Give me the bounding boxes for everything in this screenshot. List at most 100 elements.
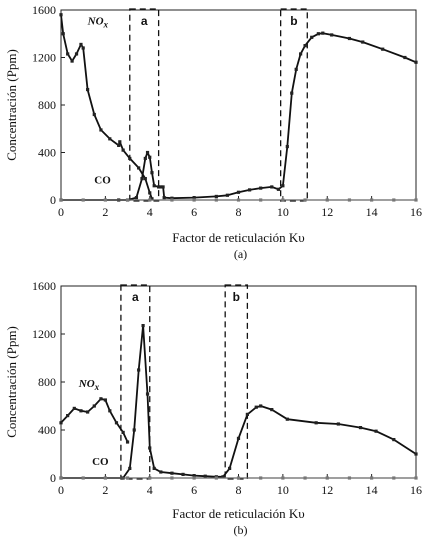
data-point <box>259 404 263 408</box>
data-point <box>370 476 374 480</box>
data-point <box>403 55 407 60</box>
region-label-b: b <box>233 290 240 304</box>
x-axis-label: Factor de reticulación Kυ <box>172 506 304 521</box>
data-point <box>414 60 418 64</box>
data-point <box>59 476 63 480</box>
data-point <box>132 428 136 432</box>
x-tick-label: 2 <box>102 483 108 497</box>
data-point <box>61 32 65 36</box>
data-point <box>59 421 63 425</box>
region-label-b: b <box>290 14 297 28</box>
data-point <box>192 196 196 200</box>
data-point <box>99 397 103 401</box>
data-point <box>259 198 263 202</box>
data-point <box>99 128 103 132</box>
x-tick-label: 4 <box>147 483 153 497</box>
data-point <box>347 476 352 480</box>
x-tick-label: 2 <box>102 205 108 219</box>
data-point <box>59 198 63 202</box>
data-point <box>121 148 125 152</box>
y-tick-label: 0 <box>50 471 56 485</box>
panel-caption: (b) <box>234 523 248 537</box>
annotation-subscript: x <box>103 19 109 29</box>
data-point <box>303 476 307 480</box>
data-point <box>81 46 85 50</box>
data-point <box>316 32 320 36</box>
region-box-a <box>120 284 151 480</box>
data-point <box>150 197 154 201</box>
data-point <box>321 31 325 35</box>
data-point <box>285 417 289 421</box>
data-point <box>150 171 154 175</box>
data-point <box>392 476 396 480</box>
x-tick-label: 0 <box>58 483 64 497</box>
data-point <box>86 410 90 414</box>
data-point <box>254 405 258 409</box>
data-point <box>143 156 147 161</box>
data-point <box>128 466 132 470</box>
data-point <box>81 198 85 202</box>
data-point <box>152 184 156 188</box>
data-point <box>281 476 285 480</box>
data-point <box>148 476 152 480</box>
data-point <box>114 421 119 425</box>
x-tick-label: 16 <box>410 205 422 219</box>
data-point <box>236 476 241 480</box>
plot-frame <box>60 9 417 201</box>
data-point <box>314 421 318 425</box>
data-point <box>325 476 329 480</box>
x-tick-label: 10 <box>277 483 289 497</box>
data-point <box>117 143 121 147</box>
chart-panel-a: 0 400 800 1200 1600 0 2 4 6 8 10 12 14 16 Factor de re… <box>4 3 422 261</box>
x-tick-label: 14 <box>366 205 378 219</box>
data-point <box>103 398 107 402</box>
data-point <box>161 185 165 189</box>
data-point <box>108 137 112 141</box>
data-point <box>148 198 152 202</box>
data-point <box>148 191 152 195</box>
data-point <box>259 476 263 480</box>
panel-caption: (a) <box>234 247 247 261</box>
x-tick-label: 12 <box>321 205 333 219</box>
data-point <box>86 87 90 92</box>
annotation-subscript: x <box>94 382 100 392</box>
x-axis-label: Factor de reticulación Kυ <box>172 230 304 245</box>
data-point <box>170 471 174 475</box>
data-point <box>143 177 147 181</box>
data-point <box>125 440 130 444</box>
data-point <box>236 190 241 194</box>
x-tick-label: 12 <box>321 483 333 497</box>
data-point <box>221 475 225 479</box>
data-point <box>170 198 174 202</box>
data-point <box>81 476 85 480</box>
data-point <box>245 412 249 416</box>
plot-frame <box>60 285 417 479</box>
data-point <box>66 52 70 56</box>
data-point <box>290 91 294 95</box>
data-point <box>303 198 307 202</box>
data-point <box>170 476 174 480</box>
data-point <box>192 198 196 202</box>
data-point <box>247 188 252 192</box>
series-line-co <box>61 32 417 201</box>
data-point <box>214 194 218 199</box>
data-point <box>79 42 83 47</box>
data-point <box>134 196 139 200</box>
data-point <box>74 52 79 56</box>
data-point <box>137 166 141 170</box>
data-point <box>294 67 298 71</box>
data-point <box>361 40 365 44</box>
region-box-a <box>129 8 160 202</box>
data-point <box>108 409 112 413</box>
data-point <box>259 186 263 190</box>
data-point <box>125 198 130 202</box>
data-point <box>128 156 132 161</box>
x-tick-label: 4 <box>147 205 153 219</box>
y-tick-label: 400 <box>38 146 56 160</box>
data-point <box>162 196 166 200</box>
data-point <box>159 470 163 474</box>
data-point <box>192 476 196 480</box>
data-point <box>203 474 207 478</box>
y-tick-label: 800 <box>38 375 56 389</box>
data-point <box>236 436 241 440</box>
